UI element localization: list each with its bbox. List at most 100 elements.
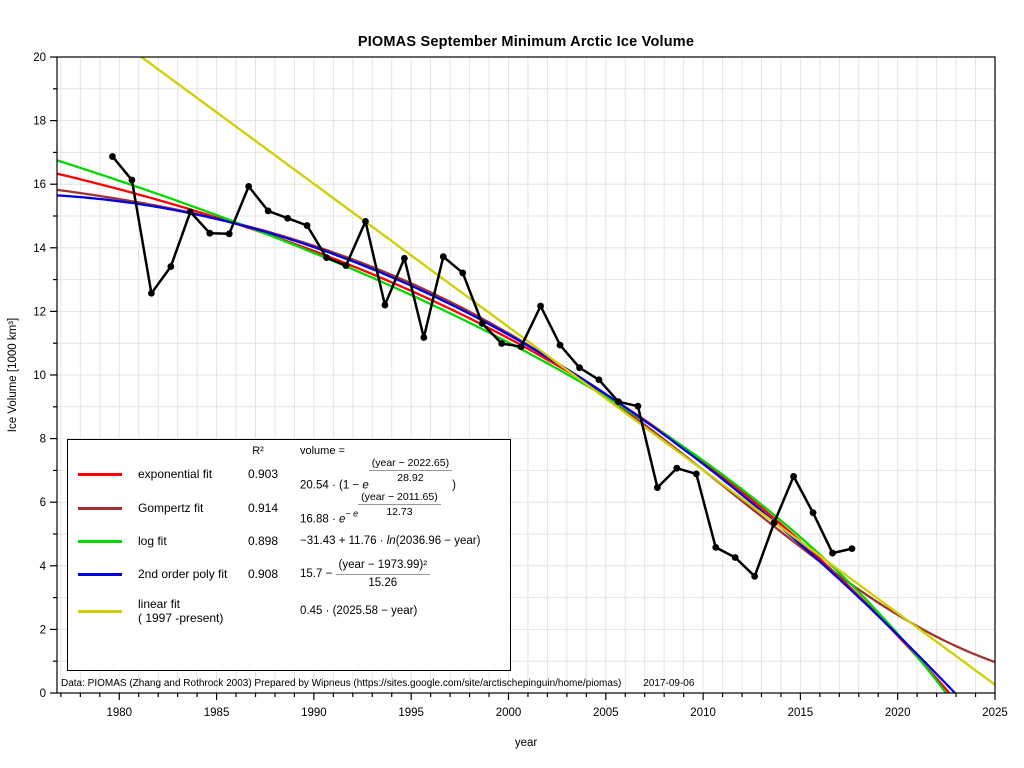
- formula-segment: (year − 2011.65) 12.73: [358, 491, 441, 519]
- y-tick-label: 8: [40, 434, 46, 446]
- formula-segment: − e: [345, 508, 359, 519]
- attribution-credit: Data: PIOMAS (Zhang and Rothrock 2003) P…: [61, 678, 622, 689]
- x-tick-label: 2010: [690, 707, 716, 719]
- data-point: [478, 320, 486, 327]
- data-point: [556, 341, 564, 349]
- formula-segment: ln: [386, 535, 396, 547]
- data-point: [712, 543, 720, 551]
- attribution-date: 2017-09-06: [643, 678, 695, 689]
- data-point: [206, 229, 214, 237]
- legend-swatch-log-fit: [78, 539, 122, 543]
- legend-formula-poly-fit: 15.7 − (year − 1973.99)² 15.26: [300, 558, 431, 590]
- legend-r2-header: R²: [252, 445, 264, 457]
- x-tick-label: 1995: [398, 707, 424, 719]
- fit-curve-linear-fit-1997-present-: [139, 57, 995, 686]
- legend-r2-log-fit: 0.898: [247, 534, 279, 548]
- formula-segment: 16.88 ·: [300, 513, 339, 526]
- legend-label-exponential-fit: exponential fit: [138, 466, 213, 481]
- formula-segment: (year − 2022.65) 28.92: [368, 457, 453, 485]
- attribution: Data: PIOMAS (Zhang and Rothrock 2003) P…: [61, 678, 694, 689]
- data-point: [303, 222, 311, 229]
- legend-swatch-poly-fit: [78, 572, 122, 576]
- chart-title: PIOMAS September Minimum Arctic Ice Volu…: [357, 34, 695, 50]
- y-tick-label: 10: [33, 370, 46, 382]
- data-point: [790, 473, 797, 480]
- data-point: [264, 207, 272, 215]
- data-point: [381, 301, 389, 309]
- legend-formula-linear-fit: 0.45 · (2025.58 − year): [300, 605, 417, 617]
- y-tick-label: 14: [33, 243, 46, 255]
- legend-row-exponential-fit: exponential fit 0.903 20.54 · (1 − e (year …: [68, 452, 506, 496]
- data-point: [848, 545, 856, 553]
- formula-segment: e: [362, 479, 369, 492]
- data-point: [362, 218, 369, 225]
- y-tick-label: 2: [40, 624, 46, 636]
- legend-row-linear-fit: linear fit( 1997 -present) 0.45 · (2025.5…: [68, 590, 506, 632]
- legend-label-poly-fit: 2nd order poly fit: [138, 566, 228, 581]
- legend-label-gompertz-fit: Gompertz fit: [138, 500, 204, 515]
- y-tick-label: 16: [33, 179, 46, 191]
- data-point: [225, 230, 233, 238]
- data-point: [109, 153, 116, 160]
- data-point: [439, 253, 447, 261]
- data-point: [751, 572, 759, 580]
- data-point: [323, 254, 330, 262]
- formula-segment: (2036.96 − year): [395, 535, 481, 547]
- y-tick-label: 20: [33, 52, 46, 64]
- legend-row-poly-fit: 2nd order poly fit 0.908 15.7 − (year − 19…: [68, 552, 506, 596]
- fit-curve-log-fit: [57, 159, 948, 693]
- legend-swatch-gompertz-fit: [78, 506, 122, 510]
- data-point: [186, 208, 194, 216]
- formula-segment: 0.45 · (2025.58 − year): [300, 605, 418, 617]
- fit-curve-2nd-order-poly-fit: [57, 194, 957, 693]
- data-point: [459, 269, 467, 277]
- data-point: [128, 176, 136, 184]
- x-tick-label: 1980: [106, 707, 132, 719]
- formula-segment: (year − 1973.99)² 15.26: [335, 558, 431, 590]
- formula-segment: 20.54 · (1 −: [300, 479, 363, 492]
- fit-curves: [57, 57, 995, 693]
- data-point: [829, 549, 836, 557]
- data-point: [167, 263, 175, 270]
- x-tick-label: 2005: [593, 707, 619, 719]
- data-point: [653, 484, 661, 491]
- data-point: [692, 470, 700, 478]
- data-point: [420, 334, 428, 341]
- legend-swatch-exponential-fit: [78, 472, 122, 476]
- data-point: [615, 398, 622, 406]
- x-tick-label: 2000: [496, 707, 522, 719]
- legend-row-gompertz-fit: Gompertz fit 0.914 16.88 · e− e (year − 201…: [68, 486, 506, 530]
- y-tick-label: 0: [40, 688, 46, 700]
- data-point: [147, 289, 155, 297]
- legend-row-log-fit: log fit 0.898 −31.43 + 11.76 · ln(2036.96 …: [68, 524, 506, 558]
- legend-volume-header: volume =: [300, 445, 345, 457]
- legend-r2-gompertz-fit: 0.914: [247, 501, 279, 515]
- formula-segment: e: [339, 513, 346, 526]
- data-point: [517, 343, 525, 351]
- x-tick-label: 1985: [204, 707, 230, 719]
- x-tick-label: 2015: [788, 707, 814, 719]
- legend-r2-exponential-fit: 0.903: [247, 467, 279, 481]
- legend-formula-exponential-fit: 20.54 · (1 − e (year − 2022.65) 28.92): [300, 457, 456, 492]
- formula-segment: −31.43 + 11.76 ·: [300, 535, 387, 547]
- data-point: [634, 402, 642, 410]
- data-series: [109, 153, 856, 580]
- data-point: [245, 183, 253, 190]
- formula-segment: 15.7 −: [300, 568, 336, 581]
- legend-formula-gompertz-fit: 16.88 · e− e (year − 2011.65) 12.73: [300, 491, 441, 526]
- y-tick-label: 6: [40, 497, 46, 509]
- y-tick-label: 18: [33, 116, 46, 128]
- data-point: [770, 519, 778, 527]
- y-tick-label: 4: [40, 561, 47, 573]
- legend-label-log-fit: log fit: [138, 533, 167, 548]
- data-point: [673, 464, 681, 472]
- data-point: [284, 214, 292, 222]
- legend-box: R² volume = exponential fit 0.903 20.54 · …: [67, 439, 511, 671]
- data-point: [731, 554, 739, 561]
- y-axis-label: Ice Volume [1000 km³]: [7, 317, 19, 433]
- legend-formula-log-fit: −31.43 + 11.76 · ln(2036.96 − year): [300, 535, 480, 547]
- data-point: [537, 302, 544, 310]
- x-tick-label: 2020: [885, 707, 911, 719]
- x-tick-label: 2025: [982, 707, 1008, 719]
